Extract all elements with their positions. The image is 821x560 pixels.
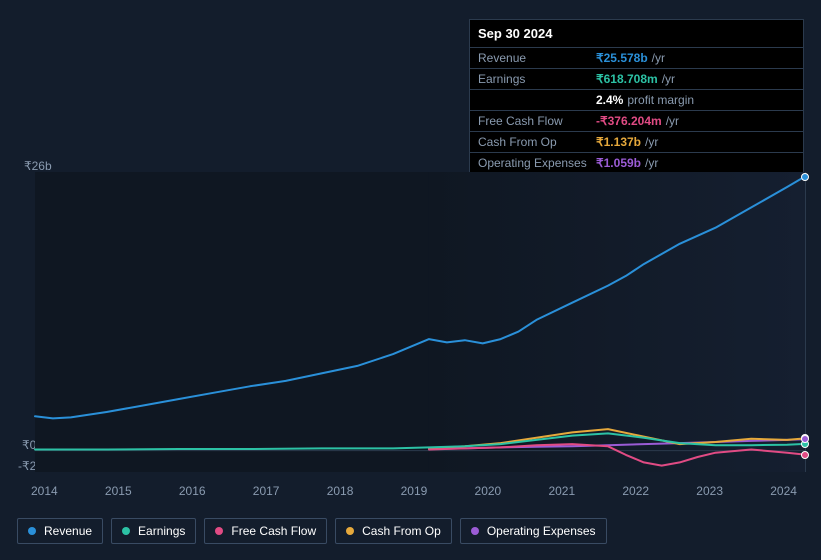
tooltip-subline: 2.4%profit margin: [470, 90, 803, 111]
xaxis-tick-label: 2017: [253, 484, 280, 504]
chart-legend: Revenue Earnings Free Cash Flow Cash From O…: [17, 518, 607, 544]
xaxis: 2014 2015 2016 2017 2018 2019 2020 2021 2022 2023…: [17, 484, 805, 504]
tooltip-metric-label: Free Cash Flow: [478, 114, 596, 128]
tooltip-metric-suffix: /yr: [662, 72, 675, 86]
xaxis-tick-label: 2024: [770, 484, 797, 504]
legend-color-dot-icon: [28, 527, 36, 535]
xaxis-tick-label: 2021: [548, 484, 575, 504]
hover-vertical-line: [805, 172, 806, 472]
series-end-marker: [801, 173, 809, 181]
xaxis-tick-label: 2015: [105, 484, 132, 504]
legend-color-dot-icon: [471, 527, 479, 535]
legend-color-dot-icon: [122, 527, 130, 535]
tooltip-metric-label: Revenue: [478, 51, 596, 65]
series-end-marker: [801, 451, 809, 459]
tooltip-row: Free Cash Flow-₹376.204m/yr: [470, 111, 803, 132]
tooltip-metric-value: -₹376.204m: [596, 114, 662, 128]
legend-label: Revenue: [44, 524, 92, 538]
xaxis-tick-label: 2023: [696, 484, 723, 504]
tooltip-metric-value: ₹1.059b: [596, 156, 641, 170]
tooltip-row: Earnings₹618.708m/yr: [470, 69, 803, 90]
tooltip-metric-label: Cash From Op: [478, 135, 596, 149]
tooltip-metric-suffix: /yr: [645, 135, 658, 149]
tooltip-metric-suffix: /yr: [666, 114, 679, 128]
line-chart[interactable]: [17, 172, 805, 472]
financial-chart-widget: { "tooltip": { "date": "Sep 30 2024", "r…: [0, 0, 821, 560]
legend-label: Free Cash Flow: [231, 524, 316, 538]
tooltip-metric-label: Earnings: [478, 72, 596, 86]
chart-tooltip: Sep 30 2024 Revenue₹25.578b/yrEarnings₹6…: [469, 19, 804, 174]
legend-item[interactable]: Cash From Op: [335, 518, 452, 544]
tooltip-row: Cash From Op₹1.137b/yr: [470, 132, 803, 153]
legend-item[interactable]: Free Cash Flow: [204, 518, 327, 544]
tooltip-metric-suffix: /yr: [645, 156, 658, 170]
tooltip-metric-label: Operating Expenses: [478, 156, 596, 170]
tooltip-metric-value: ₹618.708m: [596, 72, 658, 86]
legend-label: Operating Expenses: [487, 524, 596, 538]
xaxis-tick-label: 2018: [327, 484, 354, 504]
legend-item[interactable]: Operating Expenses: [460, 518, 607, 544]
xaxis-tick-label: 2020: [475, 484, 502, 504]
legend-color-dot-icon: [346, 527, 354, 535]
xaxis-tick-label: 2022: [622, 484, 649, 504]
legend-label: Cash From Op: [362, 524, 441, 538]
tooltip-date: Sep 30 2024: [470, 20, 803, 48]
xaxis-tick-label: 2016: [179, 484, 206, 504]
legend-item[interactable]: Revenue: [17, 518, 103, 544]
tooltip-metric-suffix: /yr: [652, 51, 665, 65]
tooltip-metric-value: ₹1.137b: [596, 135, 641, 149]
tooltip-row: Operating Expenses₹1.059b/yr: [470, 153, 803, 173]
legend-color-dot-icon: [215, 527, 223, 535]
tooltip-metric-value: ₹25.578b: [596, 51, 648, 65]
tooltip-row: Revenue₹25.578b/yr: [470, 48, 803, 69]
yaxis-max-label: ₹26b: [24, 159, 52, 173]
xaxis-tick-label: 2019: [401, 484, 428, 504]
legend-item[interactable]: Earnings: [111, 518, 196, 544]
legend-label: Earnings: [138, 524, 185, 538]
xaxis-tick-label: 2014: [31, 484, 58, 504]
